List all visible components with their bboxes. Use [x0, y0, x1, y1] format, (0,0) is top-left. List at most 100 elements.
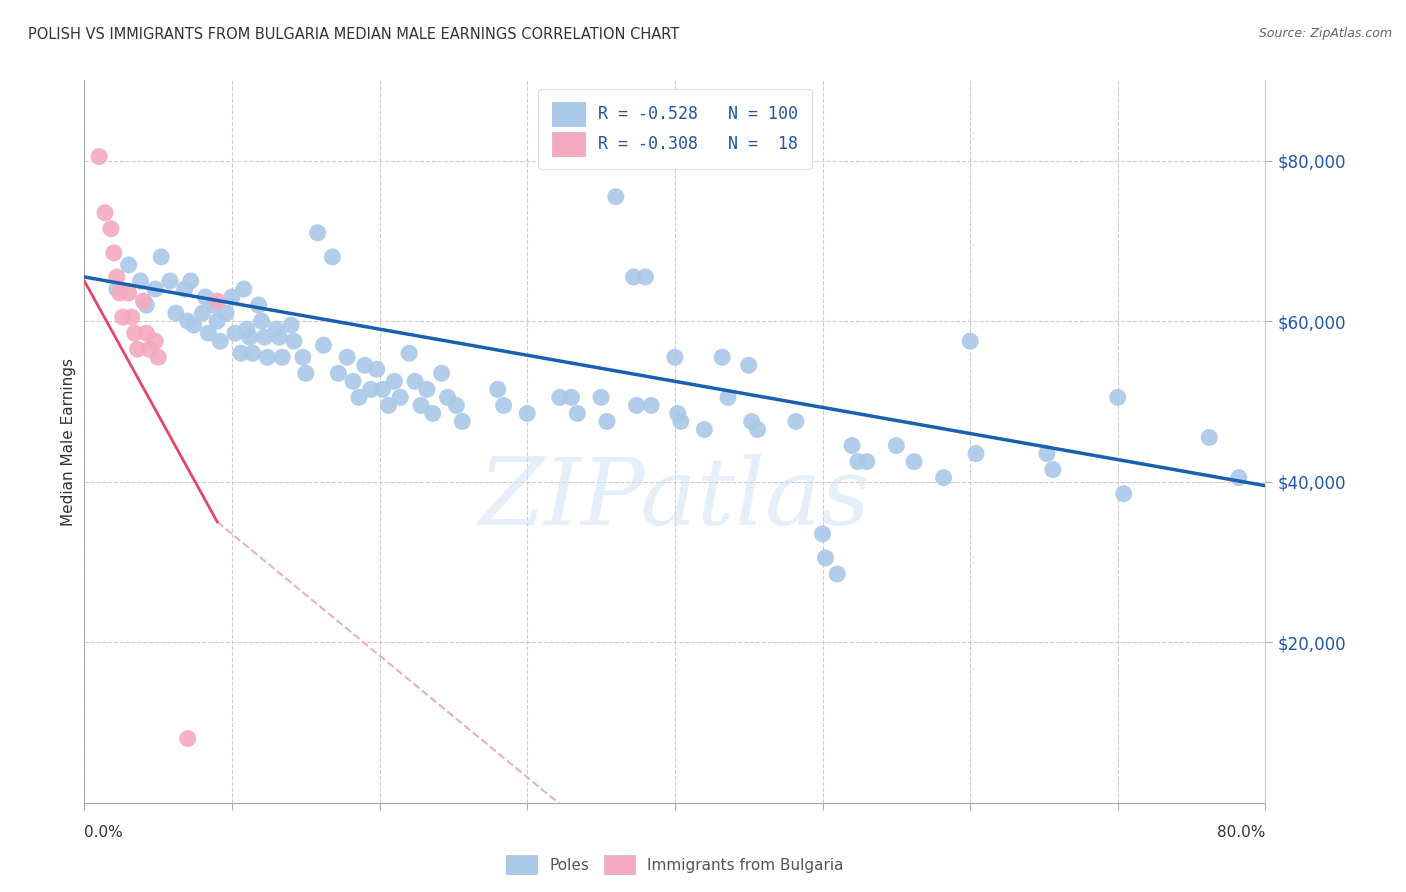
Point [321, 250, 343, 264]
Text: Source: ZipAtlas.com: Source: ZipAtlas.com [1258, 27, 1392, 40]
Point [209, 334, 232, 348]
Point [1107, 390, 1129, 404]
Point [291, 350, 314, 364]
Point [741, 414, 763, 428]
Point [446, 398, 468, 412]
Point [389, 390, 412, 404]
Point [135, 326, 157, 340]
Text: POLISH VS IMMIGRANTS FROM BULGARIA MEDIAN MALE EARNINGS CORRELATION CHART: POLISH VS IMMIGRANTS FROM BULGARIA MEDIA… [28, 27, 679, 42]
Point [785, 414, 807, 428]
Point [856, 454, 879, 468]
Point [124, 326, 146, 340]
Point [1198, 430, 1220, 444]
Point [111, 310, 134, 324]
Text: ZIPatlas: ZIPatlas [479, 454, 870, 544]
Point [846, 454, 869, 468]
Point [197, 326, 219, 340]
Point [312, 338, 335, 352]
Legend: Poles, Immigrants from Bulgaria: Poles, Immigrants from Bulgaria [501, 849, 849, 880]
Point [605, 189, 627, 203]
Point [183, 318, 205, 332]
Point [121, 310, 143, 324]
Point [409, 398, 432, 412]
Point [215, 306, 238, 320]
Point [94, 205, 117, 219]
Point [959, 334, 981, 348]
Point [814, 550, 837, 566]
Point [738, 358, 761, 372]
Point [100, 221, 122, 235]
Point [180, 274, 202, 288]
Point [269, 330, 291, 344]
Text: 0.0%: 0.0% [84, 825, 124, 840]
Point [567, 406, 589, 420]
Point [280, 318, 302, 332]
Point [328, 366, 350, 380]
Point [371, 382, 394, 396]
Point [224, 326, 246, 340]
Point [903, 454, 925, 468]
Point [129, 274, 152, 288]
Point [841, 438, 863, 452]
Point [159, 274, 181, 288]
Y-axis label: Median Male Earnings: Median Male Earnings [60, 358, 76, 525]
Point [827, 567, 849, 582]
Point [1042, 462, 1064, 476]
Point [105, 282, 128, 296]
Point [711, 350, 734, 364]
Point [666, 406, 689, 420]
Text: 80.0%: 80.0% [1218, 825, 1265, 840]
Point [87, 149, 111, 164]
Point [150, 250, 173, 264]
Point [336, 350, 359, 364]
Point [811, 526, 834, 541]
Point [143, 334, 166, 348]
Point [229, 346, 252, 360]
Point [173, 282, 195, 296]
Point [347, 390, 370, 404]
Point [221, 290, 243, 304]
Point [623, 269, 645, 284]
Point [422, 406, 444, 420]
Point [247, 298, 270, 312]
Point [165, 306, 187, 320]
Point [430, 366, 453, 380]
Point [103, 245, 125, 260]
Point [664, 350, 686, 364]
Point [118, 258, 141, 272]
Point [239, 330, 262, 344]
Point [1036, 446, 1059, 460]
Point [591, 390, 613, 404]
Point [932, 470, 955, 484]
Point [416, 382, 439, 396]
Point [561, 390, 583, 404]
Point [366, 362, 388, 376]
Point [886, 438, 908, 452]
Point [451, 414, 474, 428]
Point [596, 414, 619, 428]
Point [669, 414, 692, 428]
Point [283, 334, 305, 348]
Point [138, 342, 160, 356]
Point [148, 350, 170, 364]
Point [105, 269, 128, 284]
Point [191, 306, 214, 320]
Point [207, 293, 229, 308]
Point [177, 314, 200, 328]
Legend: R = -0.528   N = 100, R = -0.308   N =  18: R = -0.528 N = 100, R = -0.308 N = 18 [538, 88, 811, 169]
Point [194, 290, 217, 304]
Point [404, 374, 426, 388]
Point [271, 350, 294, 364]
Point [266, 322, 288, 336]
Point [342, 374, 364, 388]
Point [436, 390, 458, 404]
Point [232, 282, 254, 296]
Point [253, 330, 276, 344]
Point [382, 374, 406, 388]
Point [516, 406, 538, 420]
Point [108, 285, 131, 300]
Point [492, 398, 515, 412]
Point [747, 422, 769, 436]
Point [143, 282, 166, 296]
Point [236, 322, 259, 336]
